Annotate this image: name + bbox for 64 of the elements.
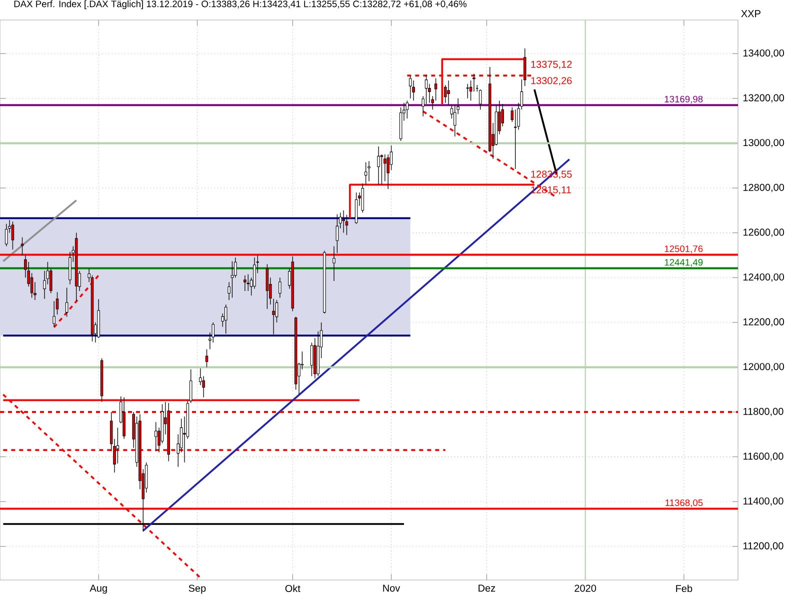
- candlestick: [408, 76, 412, 99]
- candlestick: [122, 397, 126, 440]
- candlestick: [434, 78, 438, 101]
- candlestick: [361, 183, 364, 213]
- candlestick: [4, 224, 8, 247]
- candlestick: [246, 274, 250, 292]
- candlestick: [444, 84, 447, 104]
- candlestick: [310, 342, 314, 376]
- y-tick-label: 12600,00: [743, 228, 784, 237]
- y-axis-title: XXP: [741, 10, 760, 18]
- candlestick: [412, 80, 415, 101]
- candlestick: [472, 73, 476, 92]
- x-tick-label: Okt: [285, 584, 300, 592]
- chart-title: DAX Perf. Index [.DAX Täglich] 13.12.2019 - O:13383,26 H:13423,41 L:13255,55 C:13282,72 +61,08 +0,46%: [14, 0, 467, 10]
- ref-line-label: 12501,76: [664, 246, 703, 254]
- candlestick: [384, 154, 386, 182]
- candlestick: [377, 146, 380, 185]
- y-tick-label: 11200,00: [743, 542, 784, 551]
- y-tick-label: 13200,00: [743, 94, 784, 103]
- y-tick-label: 12000,00: [743, 363, 784, 372]
- x-tick-label: Nov: [383, 584, 400, 592]
- candlestick: [354, 192, 358, 224]
- candlestick: [65, 287, 68, 318]
- candlestick: [368, 160, 370, 182]
- candlestick: [406, 100, 409, 119]
- candlestick: [424, 74, 428, 104]
- ref-line-label: 11368,05: [666, 499, 703, 508]
- candlestick: [278, 277, 282, 298]
- y-tick-label: 13400,00: [743, 49, 784, 58]
- candlestick: [11, 221, 14, 250]
- ref-line-label: 13169,98: [664, 96, 703, 104]
- x-tick-label: Sep: [188, 584, 206, 594]
- y-tick-label: 11400,00: [743, 497, 784, 506]
- candlestick: [224, 304, 228, 334]
- x-tick-label: Feb: [676, 584, 692, 592]
- annotation: 13302,26: [531, 77, 572, 86]
- candlestick: [189, 369, 192, 404]
- annotation: 13375,12: [531, 60, 572, 70]
- candlestick: [332, 246, 336, 282]
- y-tick-label: 12800,00: [743, 184, 784, 192]
- x-tick-label: Aug: [90, 584, 107, 594]
- candlestick: [364, 162, 368, 185]
- candlestick: [52, 300, 56, 328]
- candlestick: [272, 298, 275, 335]
- y-tick-label: 12200,00: [743, 318, 784, 327]
- candlestick: [230, 260, 234, 298]
- candlestick: [336, 214, 339, 254]
- y-tick-label: 11600,00: [743, 452, 784, 461]
- x-tick-label: Dez: [478, 584, 496, 592]
- y-tick-label: 13000,00: [743, 139, 784, 148]
- candlestick: [447, 80, 450, 106]
- candlestick: [205, 348, 208, 368]
- candlestick: [244, 275, 246, 292]
- candlestick: [345, 214, 348, 236]
- x-tick-label: 2020: [574, 584, 596, 592]
- candlestick: [266, 264, 269, 310]
- candlestick: [154, 422, 158, 452]
- candlestick: [342, 210, 345, 234]
- candlestick: [20, 236, 24, 256]
- y-tick-label: 12400,00: [743, 273, 784, 282]
- y-tick-label: 11800,00: [743, 408, 784, 416]
- ref-line-label: 12441,49: [664, 259, 703, 267]
- candlestick: [466, 84, 469, 99]
- candlestick: [478, 89, 482, 110]
